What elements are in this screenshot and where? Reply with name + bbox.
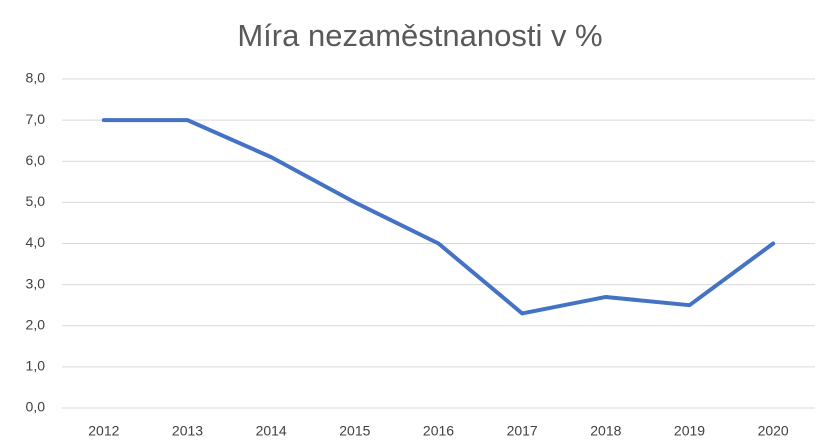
y-tick-label: 5,0 [26, 193, 46, 209]
y-tick-label: 1,0 [26, 358, 46, 374]
y-tick-label: 8,0 [26, 70, 46, 86]
y-tick-label: 6,0 [26, 152, 46, 168]
y-tick-label: 4,0 [26, 234, 46, 250]
x-tick-label: 2015 [339, 423, 370, 439]
y-tick-label: 7,0 [26, 111, 46, 127]
x-tick-label: 2014 [256, 423, 287, 439]
chart-title: Míra nezaměstnanosti v % [237, 18, 602, 53]
x-tick-label: 2017 [507, 423, 538, 439]
x-tick-label: 2019 [674, 423, 705, 439]
y-tick-label: 3,0 [26, 275, 46, 291]
y-tick-label: 2,0 [26, 316, 46, 332]
x-tick-label: 2020 [758, 423, 789, 439]
x-tick-label: 2013 [172, 423, 203, 439]
x-tick-label: 2012 [88, 423, 119, 439]
y-tick-label: 0,0 [26, 399, 46, 415]
x-tick-label: 2016 [423, 423, 454, 439]
x-tick-label: 2018 [590, 423, 621, 439]
data-line [101, 118, 776, 316]
